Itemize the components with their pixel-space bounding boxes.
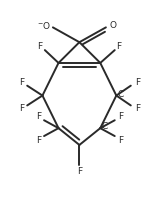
- Text: F: F: [118, 112, 123, 121]
- Text: O: O: [110, 21, 117, 30]
- Text: F: F: [19, 78, 24, 87]
- Text: $^{-}$O: $^{-}$O: [37, 20, 51, 31]
- Text: F: F: [135, 104, 140, 113]
- Text: F: F: [135, 78, 140, 87]
- Text: F: F: [116, 42, 121, 51]
- Text: F: F: [37, 42, 43, 51]
- Text: F: F: [36, 112, 41, 121]
- Text: C: C: [118, 90, 124, 99]
- Text: C: C: [102, 122, 108, 132]
- Text: F: F: [77, 167, 82, 176]
- Text: F: F: [118, 136, 123, 144]
- Text: F: F: [19, 104, 24, 113]
- Text: F: F: [36, 136, 41, 144]
